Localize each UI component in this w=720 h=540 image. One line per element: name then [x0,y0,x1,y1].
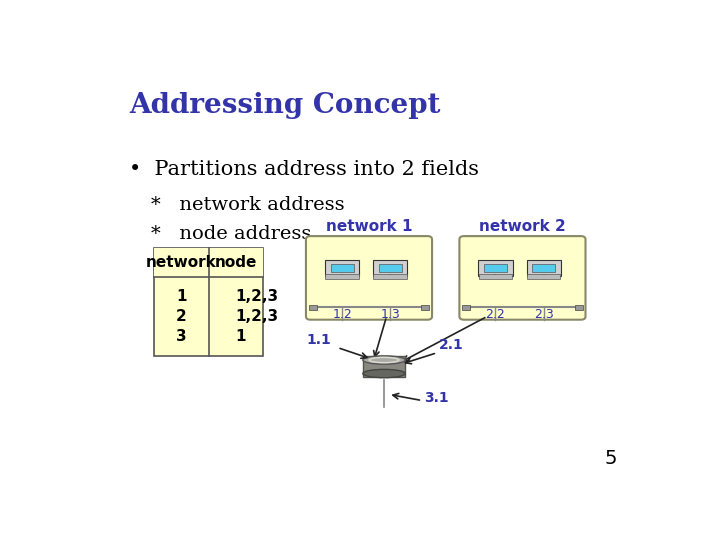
Text: 2.3: 2.3 [534,308,554,321]
Text: 1,2,3
1,2,3
1: 1,2,3 1,2,3 1 [235,289,279,343]
Text: *   node address: * node address [151,225,312,243]
FancyBboxPatch shape [373,260,407,276]
Ellipse shape [363,369,405,377]
FancyBboxPatch shape [421,305,429,309]
Text: 2.1: 2.1 [439,338,464,352]
Text: 3.1: 3.1 [424,392,449,406]
Text: Addressing Concept: Addressing Concept [129,92,441,119]
FancyBboxPatch shape [462,305,470,309]
FancyBboxPatch shape [526,260,561,276]
FancyBboxPatch shape [479,274,513,279]
Text: 1.1: 1.1 [306,333,331,347]
Text: 5: 5 [605,449,617,468]
Ellipse shape [363,356,405,364]
Text: network 2: network 2 [479,219,566,234]
Text: 1
2
3: 1 2 3 [176,289,186,343]
FancyBboxPatch shape [526,274,560,279]
FancyBboxPatch shape [479,260,513,276]
Text: 1.3: 1.3 [380,308,400,321]
FancyBboxPatch shape [373,274,407,279]
FancyBboxPatch shape [484,264,507,272]
FancyBboxPatch shape [309,305,317,309]
FancyBboxPatch shape [532,264,555,272]
FancyBboxPatch shape [330,264,354,272]
FancyBboxPatch shape [363,356,405,377]
Text: 2.2: 2.2 [485,308,505,321]
FancyBboxPatch shape [306,236,432,320]
Text: node: node [215,255,257,270]
FancyBboxPatch shape [154,248,263,356]
FancyBboxPatch shape [379,264,402,272]
Text: network 1: network 1 [325,219,413,234]
FancyBboxPatch shape [154,248,263,277]
FancyBboxPatch shape [459,236,585,320]
Text: *   network address: * network address [151,196,345,214]
FancyBboxPatch shape [575,305,582,309]
Text: •  Partitions address into 2 fields: • Partitions address into 2 fields [129,160,479,179]
FancyBboxPatch shape [325,260,359,276]
Text: network: network [146,255,217,270]
FancyBboxPatch shape [325,274,359,279]
Text: 1.2: 1.2 [332,308,352,321]
